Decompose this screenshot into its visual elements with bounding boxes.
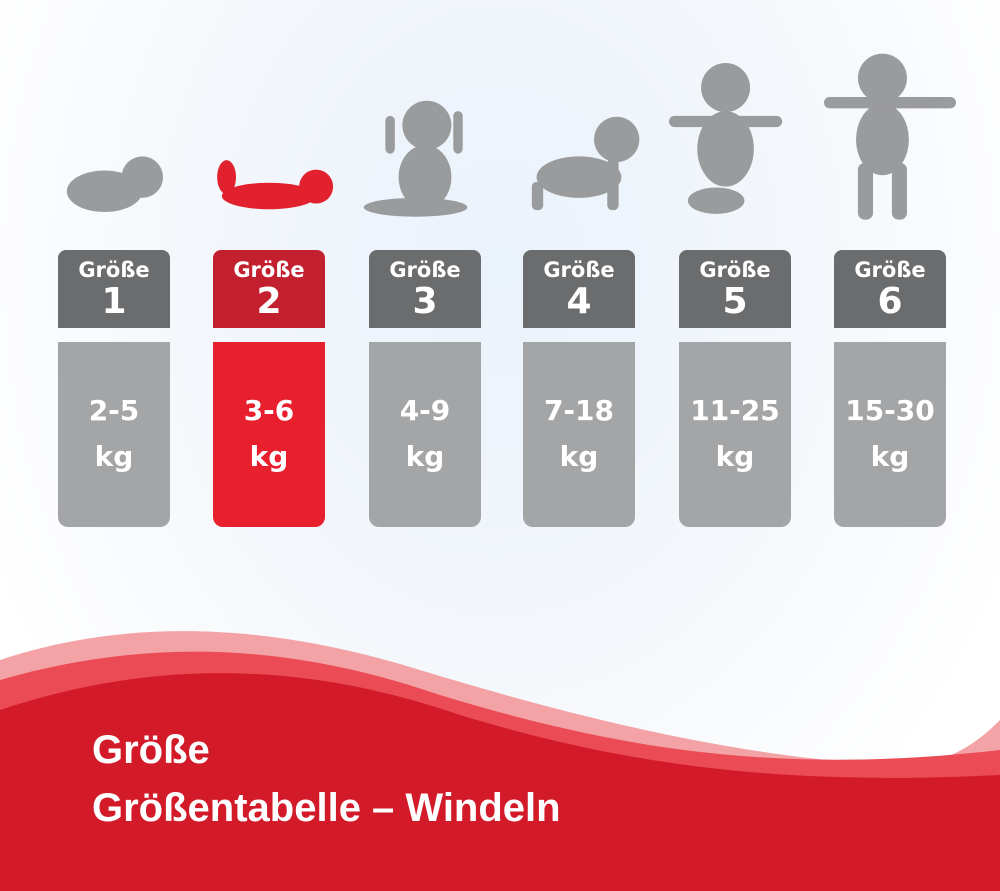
weight-unit: kg [405, 440, 445, 473]
size-label: Größe [854, 258, 926, 282]
size-header: Größe 5 [679, 250, 791, 328]
size-header: Größe 1 [58, 250, 170, 328]
size-label: Größe [233, 258, 305, 282]
weight-unit: kg [249, 440, 289, 473]
weight-unit: kg [870, 440, 910, 473]
weight-range: 2-5 [88, 394, 140, 427]
weight-range-box: 2-5 kg [58, 342, 170, 527]
weight-range: 3-6 [243, 394, 295, 427]
weight-range: 11-25 [690, 394, 780, 427]
size-header: Größe 4 [523, 250, 635, 328]
banner-title: Größe [92, 728, 210, 772]
size-column-3: Größe 3 4-9 kg [363, 100, 481, 527]
newborn-curled-icon [66, 156, 164, 213]
size-label: Größe [78, 258, 150, 282]
weight-range: 7-18 [543, 394, 615, 427]
red-wave-banner [0, 631, 1000, 891]
size-number: 4 [566, 281, 592, 322]
size-header: Größe 6 [834, 250, 946, 328]
baby-lying-icon [217, 160, 334, 210]
baby-kneeling-icon [669, 63, 783, 214]
size-number: 3 [412, 281, 438, 322]
size-label: Größe [389, 258, 461, 282]
weight-range-box: 7-18 kg [523, 342, 635, 527]
size-header: Größe 3 [369, 250, 481, 328]
weight-range-box: 11-25 kg [679, 342, 791, 527]
banner-subtitle: Größentabelle – Windeln [92, 786, 561, 830]
baby-sitting-icon [363, 100, 468, 217]
size-column-4: Größe 4 7-18 kg [523, 116, 640, 527]
size-label: Größe [699, 258, 771, 282]
size-column-6: Größe 6 15-30 kg [824, 53, 956, 527]
size-number: 5 [722, 281, 748, 322]
size-column-1: Größe 1 2-5 kg [58, 156, 170, 527]
size-number: 1 [101, 281, 127, 322]
weight-range-box: 15-30 kg [834, 342, 946, 527]
weight-unit: kg [715, 440, 755, 473]
weight-unit: kg [559, 440, 599, 473]
size-header: Größe 2 [213, 250, 325, 328]
weight-range: 15-30 [845, 394, 935, 427]
weight-unit: kg [94, 440, 134, 473]
size-column-2: Größe 2 3-6 kg [213, 160, 334, 527]
size-label: Größe [543, 258, 615, 282]
size-number: 6 [877, 281, 903, 322]
weight-range: 4-9 [399, 394, 451, 427]
size-column-5: Größe 5 11-25 kg [669, 63, 791, 527]
size-number: 2 [256, 281, 282, 322]
weight-range-box: 3-6 kg [213, 342, 325, 527]
baby-crawling-icon [531, 116, 640, 211]
toddler-walking-icon [824, 53, 956, 220]
weight-range-box: 4-9 kg [369, 342, 481, 527]
